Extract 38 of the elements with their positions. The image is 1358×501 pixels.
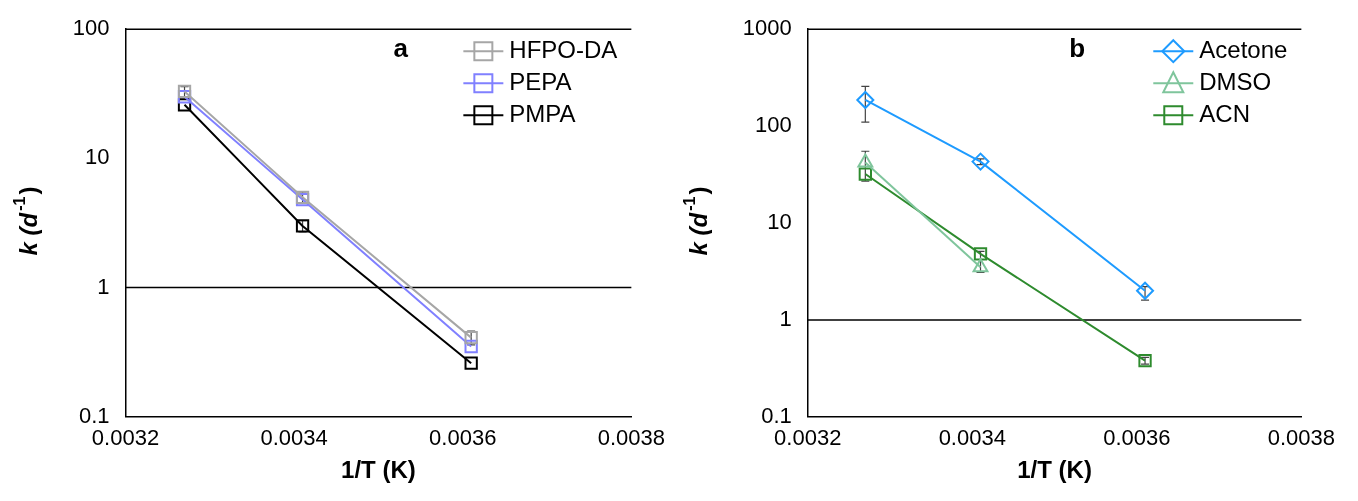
legend-label: PEPA xyxy=(509,67,572,95)
x-axis-title: 1/T (K) xyxy=(341,456,416,484)
x-tick-label: 0.0032 xyxy=(774,425,842,451)
point xyxy=(856,90,875,109)
point xyxy=(1136,281,1155,300)
x-tick-label: 0.0034 xyxy=(260,425,328,451)
legend-label: ACN xyxy=(1199,99,1250,127)
y-tick-label: 1000 xyxy=(742,15,792,41)
x-tick-label: 0.0038 xyxy=(1267,425,1335,451)
annotation: b xyxy=(1069,33,1086,64)
legend-label: HFPO-DA xyxy=(509,35,618,63)
y-tick-label: 10 xyxy=(767,209,792,235)
point xyxy=(971,152,990,171)
x-tick-label: 0.0038 xyxy=(597,425,665,451)
y-tick-label: 100 xyxy=(72,15,110,41)
y-axis-title: k (d-1) xyxy=(681,186,712,256)
y-tick-label: 0.1 xyxy=(761,402,792,428)
y-tick-label: 100 xyxy=(755,112,792,138)
y-axis-title: k (d-1) xyxy=(11,186,42,256)
legend-label: PMPA xyxy=(509,99,576,127)
point xyxy=(177,98,192,112)
point xyxy=(858,167,872,181)
x-tick-label: 0.0032 xyxy=(91,425,160,451)
annotation: a xyxy=(393,33,409,64)
y-tick-label: 1 xyxy=(779,305,792,331)
legend-label: DMSO xyxy=(1199,67,1272,95)
x-tick-label: 0.0034 xyxy=(938,425,1006,451)
legend-label: Acetone xyxy=(1199,35,1288,63)
y-tick-label: 10 xyxy=(85,144,110,170)
x-tick-label: 0.0036 xyxy=(429,425,497,451)
x-axis-title: 1/T (K) xyxy=(1017,456,1092,484)
point xyxy=(464,339,478,354)
point xyxy=(973,247,988,261)
x-tick-label: 0.0036 xyxy=(1103,425,1171,451)
point xyxy=(177,90,192,104)
y-tick-label: 1 xyxy=(97,273,110,299)
point xyxy=(464,356,478,370)
y-tick-label: 0.1 xyxy=(78,402,110,428)
